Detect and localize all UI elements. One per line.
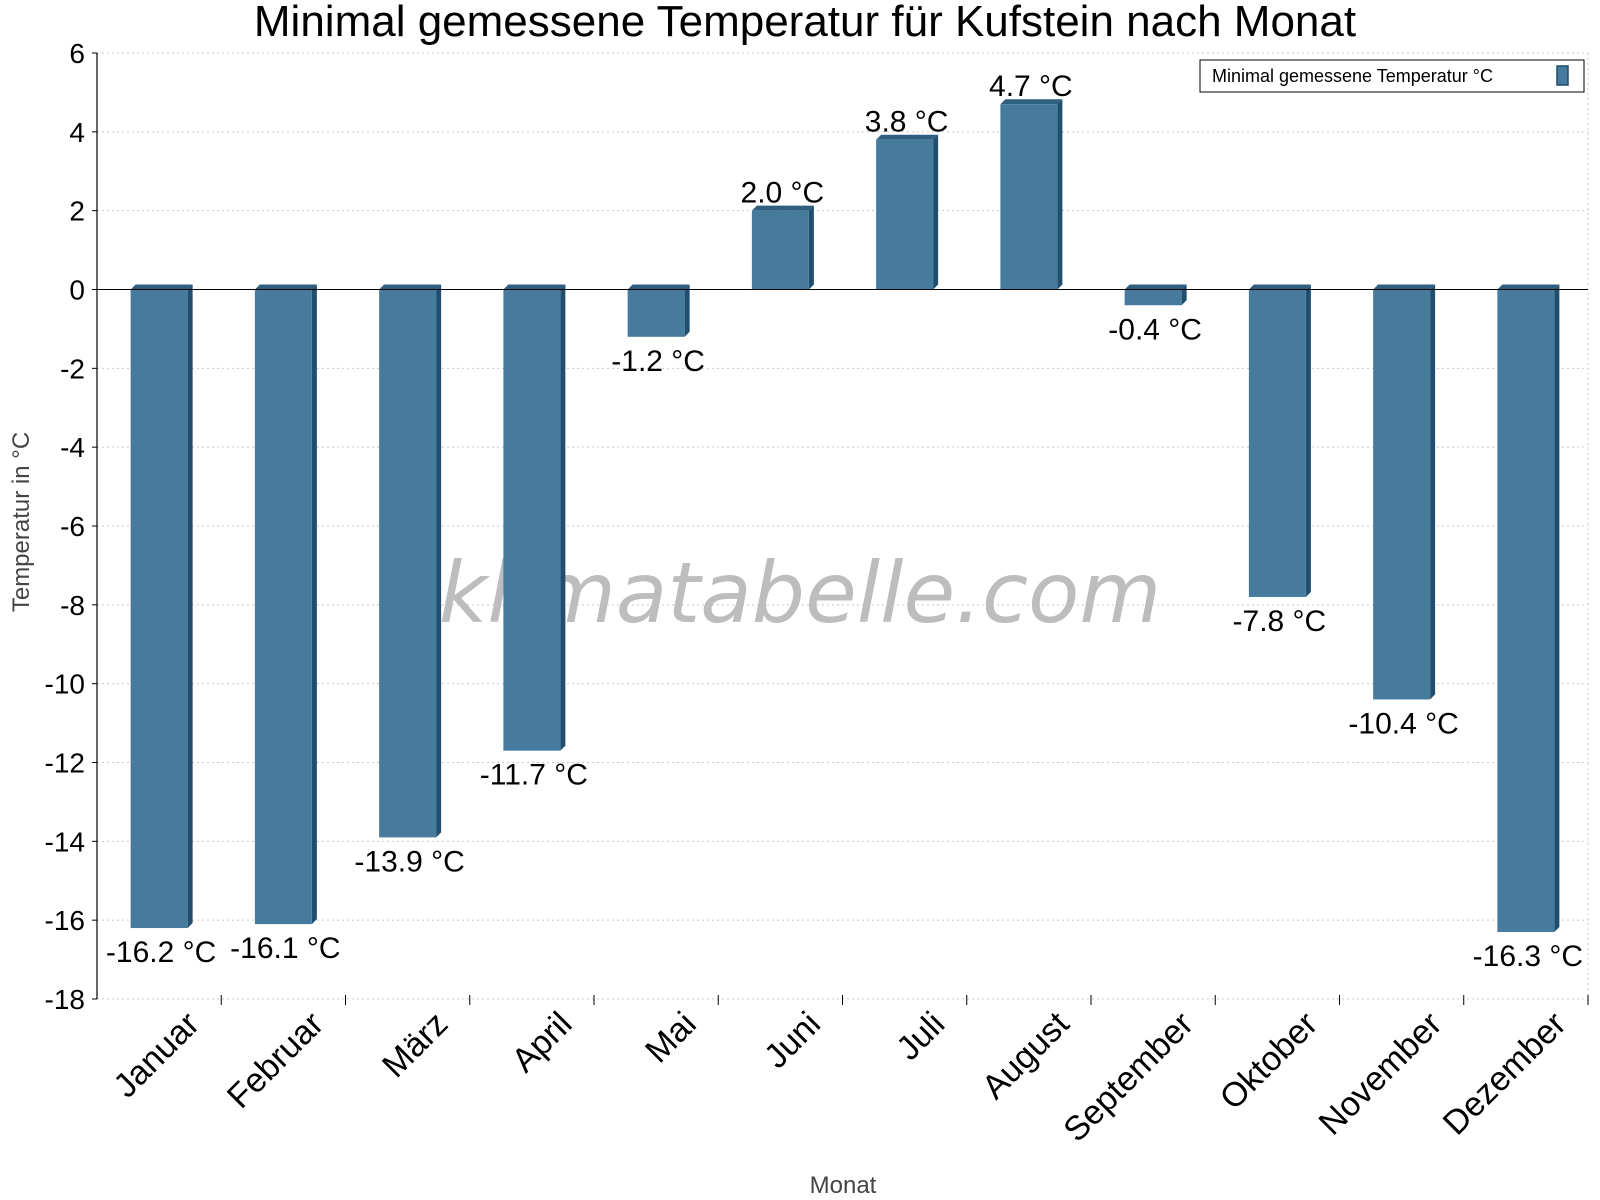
y-axis-title: Temperatur in °C <box>8 432 35 612</box>
y-tick-label: 6 <box>69 38 85 69</box>
x-tick-label: August <box>975 1004 1077 1106</box>
bar-face <box>1000 104 1058 290</box>
y-tick-label: 4 <box>69 117 85 148</box>
bar-top <box>1248 284 1311 290</box>
bar <box>254 284 317 925</box>
bar <box>1248 284 1311 597</box>
data-labels: -16.2 °C -16.1 °C -13.9 °C -11.7 °C -1.2 °C 2… <box>106 70 1583 973</box>
data-label: -16.2 °C <box>106 936 216 969</box>
bar-face <box>1248 289 1306 597</box>
bar-face <box>1124 289 1182 306</box>
bar-side <box>1057 99 1063 290</box>
x-axis-title: Monat <box>810 1172 877 1199</box>
data-label: 4.7 °C <box>989 70 1073 103</box>
bar-face <box>876 139 934 290</box>
bar-side <box>808 205 814 290</box>
bar-side <box>436 284 442 838</box>
y-tick-label: -6 <box>60 511 85 542</box>
data-label: 3.8 °C <box>865 106 949 139</box>
bar-top <box>627 284 690 290</box>
x-tick-label: Juni <box>757 1005 828 1076</box>
data-label: -7.8 °C <box>1233 605 1327 638</box>
x-tick-label: Januar <box>106 1005 206 1105</box>
legend: Minimal gemessene Temperatur °C <box>1199 59 1585 93</box>
bar <box>503 284 566 751</box>
data-label: -1.2 °C <box>611 345 705 378</box>
bar <box>751 205 814 290</box>
bar <box>1000 99 1063 290</box>
bar-top <box>1497 284 1560 290</box>
data-label: 2.0 °C <box>741 177 825 210</box>
bar-face <box>1373 289 1431 700</box>
data-label: -11.7 °C <box>480 759 588 792</box>
bars <box>130 99 1560 932</box>
bar-top <box>503 284 566 290</box>
bar-top <box>1000 99 1063 105</box>
bar-side <box>1430 284 1436 700</box>
bar-top <box>1373 284 1436 290</box>
x-tick-label: Februar <box>220 1005 331 1116</box>
bar <box>627 284 690 337</box>
y-tick-label: -14 <box>45 826 85 857</box>
y-tick-label: -4 <box>60 432 85 463</box>
grid-lines <box>97 52 1589 1000</box>
y-tick-label: 2 <box>69 196 85 227</box>
y-tick-label: -2 <box>60 353 85 384</box>
data-label: -16.1 °C <box>230 932 340 965</box>
bar-side <box>1305 284 1311 597</box>
legend-entry-label: Minimal gemessene Temperatur °C <box>1212 66 1493 86</box>
y-tick-label: -8 <box>60 590 85 621</box>
x-tick-label: September <box>1056 1005 1200 1149</box>
bar-face <box>1497 289 1555 932</box>
bar-side <box>187 284 193 929</box>
bar <box>1124 284 1187 306</box>
y-tick-label: -16 <box>45 905 85 936</box>
x-tick-label: April <box>505 1005 580 1080</box>
bar-top <box>876 134 939 140</box>
data-label: -16.3 °C <box>1473 940 1583 973</box>
data-label: -10.4 °C <box>1348 707 1458 740</box>
bar-face <box>379 289 437 838</box>
bar-face <box>751 210 809 290</box>
x-tick-label: Oktober <box>1213 1005 1325 1117</box>
bar-face <box>503 289 561 751</box>
bar-face <box>627 289 685 337</box>
x-tick-label: November <box>1312 1005 1450 1143</box>
bar-top <box>130 284 193 290</box>
chart-title: Minimal gemessene Temperatur für Kufstei… <box>254 0 1356 46</box>
x-tick-label: März <box>375 1005 455 1085</box>
bar-top <box>1124 284 1187 290</box>
bar-side <box>311 284 317 925</box>
bar-side <box>684 284 690 337</box>
y-tick-label: 0 <box>69 275 85 306</box>
bar <box>1497 284 1560 932</box>
bar-face <box>254 289 312 925</box>
bar-side <box>933 134 939 290</box>
bar-top <box>751 205 814 211</box>
bar <box>130 284 193 929</box>
bar <box>876 134 939 290</box>
bar-side <box>1554 284 1560 932</box>
y-tick-label: -18 <box>45 984 85 1015</box>
bar-face <box>130 289 188 929</box>
y-tick-label: -12 <box>45 748 85 779</box>
x-tick-label: Mai <box>638 1005 704 1071</box>
legend-swatch <box>1556 65 1569 86</box>
x-tick-label: Juli <box>889 1005 952 1068</box>
bar-top <box>254 284 317 290</box>
data-label: -0.4 °C <box>1108 313 1202 346</box>
bar <box>379 284 442 838</box>
x-tick-label: Dezember <box>1436 1005 1574 1143</box>
y-tick-label: -10 <box>45 669 85 700</box>
legend-box <box>1199 59 1585 93</box>
bar <box>1373 284 1436 700</box>
data-label: -13.9 °C <box>354 845 464 878</box>
bar-top <box>379 284 442 290</box>
bar-side <box>560 284 566 751</box>
